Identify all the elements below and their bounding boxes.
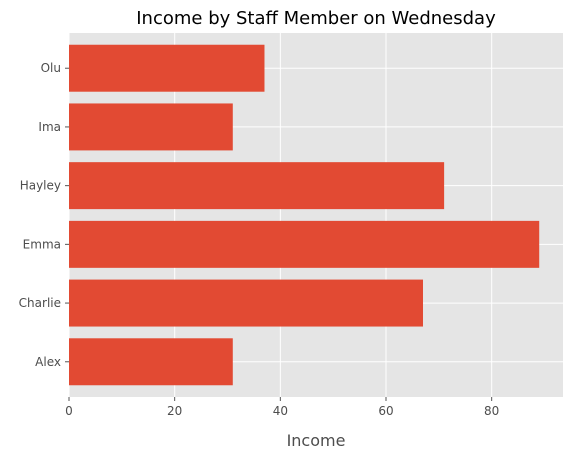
y-tick-label: Emma <box>23 237 61 251</box>
x-axis-label: Income <box>287 431 346 450</box>
x-axis-ticks: 0 20 40 60 80 <box>65 397 499 418</box>
plot-area-background <box>69 33 563 397</box>
y-axis-ticks: Alex Charlie Emma Hayley Ima Olu <box>19 61 69 369</box>
bar-hayley <box>69 162 445 210</box>
y-tick-label: Alex <box>35 355 61 369</box>
y-tick-label: Olu <box>41 61 61 75</box>
chart-title: Income by Staff Member on Wednesday <box>136 8 496 29</box>
bars <box>69 44 540 386</box>
bar-ima <box>69 103 233 151</box>
x-tick-label: 60 <box>378 404 393 418</box>
x-tick-label: 20 <box>167 404 182 418</box>
bar-charlie <box>69 279 423 327</box>
y-tick-label: Ima <box>38 120 61 134</box>
bar-olu <box>69 44 265 92</box>
x-tick-label: 80 <box>484 404 499 418</box>
x-tick-label: 40 <box>273 404 288 418</box>
y-tick-label: Charlie <box>19 296 61 310</box>
x-tick-label: 0 <box>65 404 73 418</box>
bar-alex <box>69 338 233 386</box>
y-tick-label: Hayley <box>20 179 61 193</box>
bar-emma <box>69 220 540 268</box>
